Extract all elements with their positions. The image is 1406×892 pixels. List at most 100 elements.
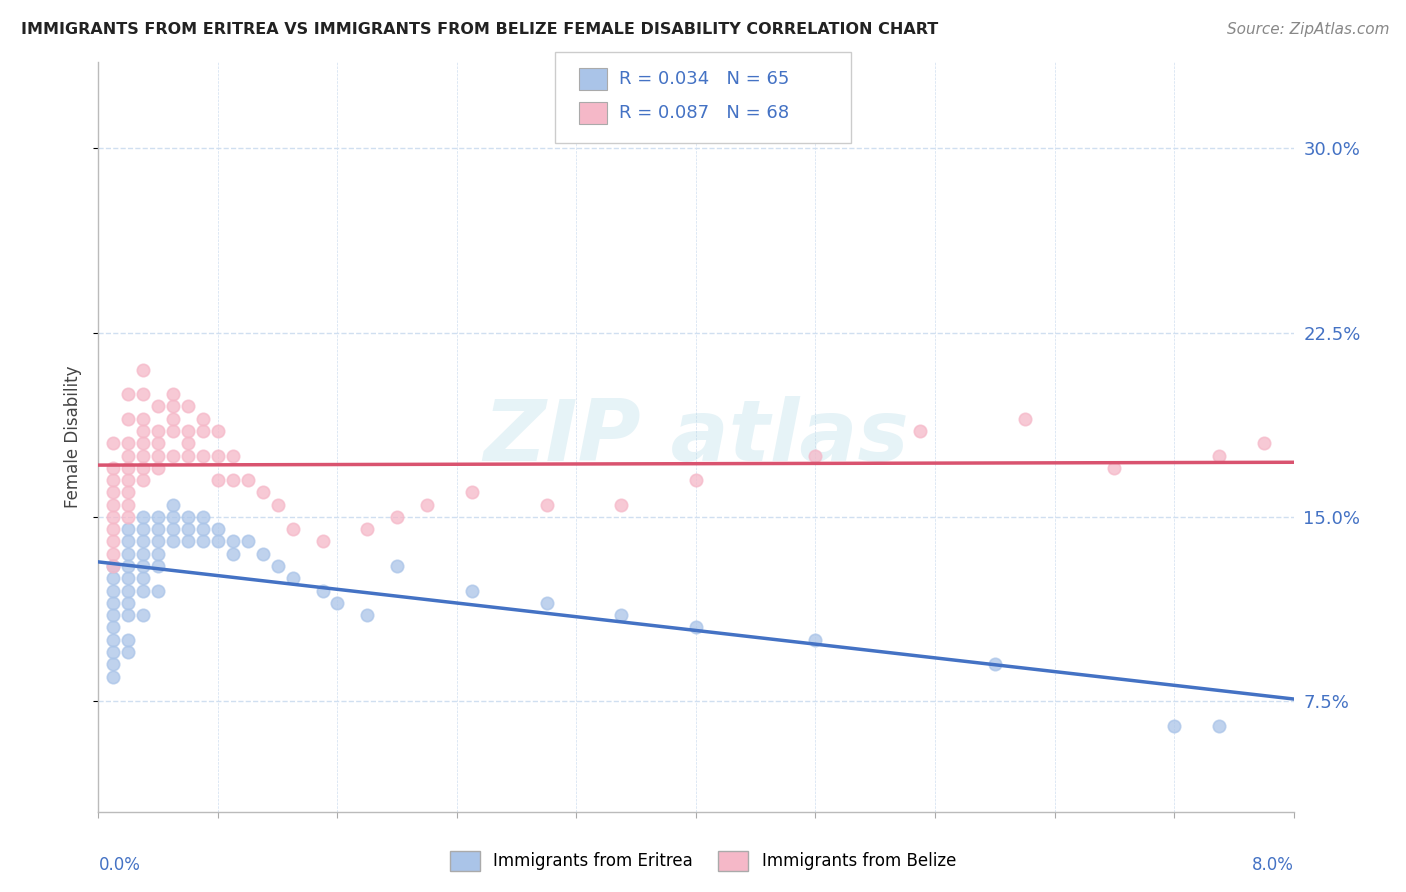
- Point: [103, 522, 125, 536]
- Point: [103, 620, 125, 634]
- Point: [117, 387, 139, 401]
- Point: [103, 473, 125, 487]
- Point: [222, 534, 245, 549]
- Point: [132, 436, 155, 450]
- Point: [1208, 719, 1230, 733]
- Point: [162, 424, 184, 438]
- Point: [103, 608, 125, 623]
- Point: [177, 510, 200, 524]
- Point: [1104, 460, 1126, 475]
- Point: [191, 449, 214, 463]
- Point: [132, 571, 155, 585]
- Point: [103, 559, 125, 574]
- Text: 8.0%: 8.0%: [1251, 855, 1294, 873]
- Point: [908, 424, 931, 438]
- Point: [103, 547, 125, 561]
- Point: [236, 534, 259, 549]
- Point: [177, 534, 200, 549]
- Point: [252, 485, 274, 500]
- Point: [117, 522, 139, 536]
- Point: [132, 473, 155, 487]
- Text: Source: ZipAtlas.com: Source: ZipAtlas.com: [1226, 22, 1389, 37]
- Point: [117, 645, 139, 659]
- Point: [207, 534, 229, 549]
- Point: [311, 534, 333, 549]
- Point: [132, 547, 155, 561]
- Point: [117, 510, 139, 524]
- Point: [162, 449, 184, 463]
- Point: [148, 424, 170, 438]
- Point: [148, 510, 170, 524]
- Point: [191, 411, 214, 425]
- Point: [222, 473, 245, 487]
- Point: [191, 522, 214, 536]
- Point: [536, 498, 558, 512]
- Point: [804, 449, 827, 463]
- Point: [252, 547, 274, 561]
- Point: [685, 473, 707, 487]
- Point: [685, 620, 707, 634]
- Point: [148, 436, 170, 450]
- Point: [177, 449, 200, 463]
- Point: [117, 559, 139, 574]
- Point: [236, 473, 259, 487]
- Point: [117, 571, 139, 585]
- Point: [222, 547, 245, 561]
- Point: [117, 632, 139, 647]
- Point: [162, 387, 184, 401]
- Point: [103, 657, 125, 672]
- Point: [117, 596, 139, 610]
- Point: [148, 449, 170, 463]
- Legend: Immigrants from Eritrea, Immigrants from Belize: Immigrants from Eritrea, Immigrants from…: [441, 842, 965, 880]
- Point: [191, 534, 214, 549]
- Point: [207, 522, 229, 536]
- Point: [804, 632, 827, 647]
- Point: [103, 436, 125, 450]
- Text: R = 0.087   N = 68: R = 0.087 N = 68: [619, 103, 789, 122]
- Point: [117, 608, 139, 623]
- Point: [267, 498, 290, 512]
- Point: [132, 522, 155, 536]
- Point: [162, 411, 184, 425]
- Point: [103, 596, 125, 610]
- Point: [103, 485, 125, 500]
- Point: [281, 571, 304, 585]
- Point: [117, 498, 139, 512]
- Point: [132, 559, 155, 574]
- Point: [385, 559, 409, 574]
- Point: [610, 608, 633, 623]
- Point: [461, 583, 484, 598]
- Point: [117, 473, 139, 487]
- Y-axis label: Female Disability: Female Disability: [65, 366, 83, 508]
- Point: [984, 657, 1007, 672]
- Point: [117, 485, 139, 500]
- Point: [191, 424, 214, 438]
- Point: [132, 460, 155, 475]
- Point: [207, 424, 229, 438]
- Point: [207, 449, 229, 463]
- Point: [132, 411, 155, 425]
- Point: [281, 522, 304, 536]
- Point: [132, 510, 155, 524]
- Point: [162, 522, 184, 536]
- Point: [162, 534, 184, 549]
- Point: [1014, 411, 1036, 425]
- Point: [1253, 436, 1275, 450]
- Point: [177, 400, 200, 414]
- Point: [162, 400, 184, 414]
- Point: [103, 559, 125, 574]
- Point: [148, 534, 170, 549]
- Point: [103, 460, 125, 475]
- Text: R = 0.034   N = 65: R = 0.034 N = 65: [619, 70, 789, 88]
- Point: [148, 583, 170, 598]
- Point: [132, 583, 155, 598]
- Point: [132, 387, 155, 401]
- Point: [103, 534, 125, 549]
- Point: [117, 436, 139, 450]
- Text: ZIP atlas: ZIP atlas: [484, 395, 908, 479]
- Point: [356, 608, 378, 623]
- Point: [117, 547, 139, 561]
- Point: [103, 583, 125, 598]
- Point: [103, 670, 125, 684]
- Point: [103, 632, 125, 647]
